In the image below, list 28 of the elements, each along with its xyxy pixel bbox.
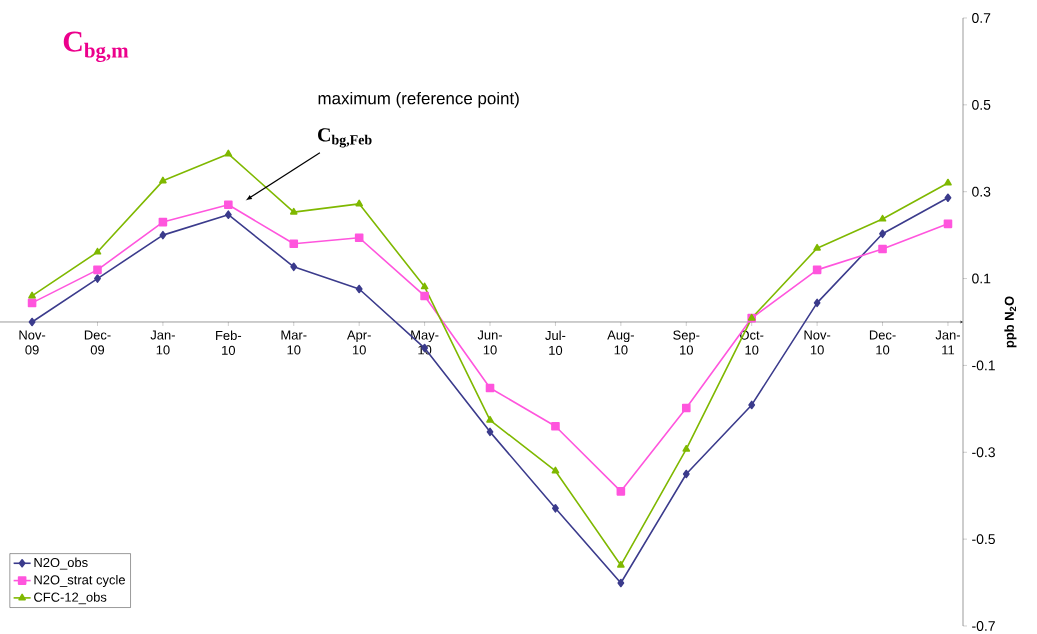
legend-label: N2O_obs — [34, 557, 88, 570]
legend-label: N2O_strat cycle — [34, 574, 125, 587]
x-tick-label: Jul-10 — [545, 330, 566, 355]
x-tick-label: Nov-09 — [19, 330, 46, 355]
y-tick-label: -0.3 — [972, 447, 995, 458]
x-tick-label: Nov-10 — [804, 330, 831, 355]
x-tick-label: Jan-11 — [935, 330, 960, 355]
y-tick-label: 0.7 — [972, 13, 991, 23]
y-axis-title: ppb N$_{2}$O — [1004, 296, 1017, 348]
legend-label: CFC-12_obs — [34, 592, 107, 605]
x-tick-label: Dec-09 — [84, 330, 111, 355]
annotation: C$_{bg,Feb}$ — [318, 128, 372, 148]
y-tick-label: -0.5 — [972, 534, 995, 545]
x-tick-label: Sep-10 — [673, 330, 700, 355]
annotation: maximum (reference point) — [318, 91, 519, 108]
x-tick-label: Mar-10 — [281, 330, 307, 355]
y-tick-label: 0.5 — [972, 99, 991, 110]
x-tick-label: Aug-10 — [607, 330, 634, 355]
y-tick-label: 0.3 — [972, 186, 991, 197]
y-tick-label: -0.1 — [972, 360, 995, 371]
x-tick-label: Apr-10 — [346, 330, 371, 355]
x-tick-label: Jun-10 — [477, 330, 503, 355]
annotation: C$_{bg,m}$ — [63, 31, 129, 63]
x-tick-label: Jan-10 — [150, 330, 175, 355]
y-tick-label: 0.1 — [972, 273, 991, 284]
x-tick-label: Dec-10 — [869, 330, 896, 355]
x-tick-label: Feb-10 — [216, 330, 242, 355]
y-tick-label: -0.7 — [972, 621, 995, 631]
